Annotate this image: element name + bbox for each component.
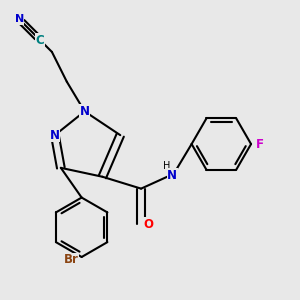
Text: N: N [80,105,90,118]
Text: F: F [256,138,264,151]
Text: O: O [143,218,154,231]
Text: N: N [15,14,24,24]
Text: Br: Br [64,254,79,266]
Text: C: C [36,34,44,46]
Text: N: N [50,129,60,142]
Text: H: H [163,161,170,171]
Text: N: N [167,169,177,182]
